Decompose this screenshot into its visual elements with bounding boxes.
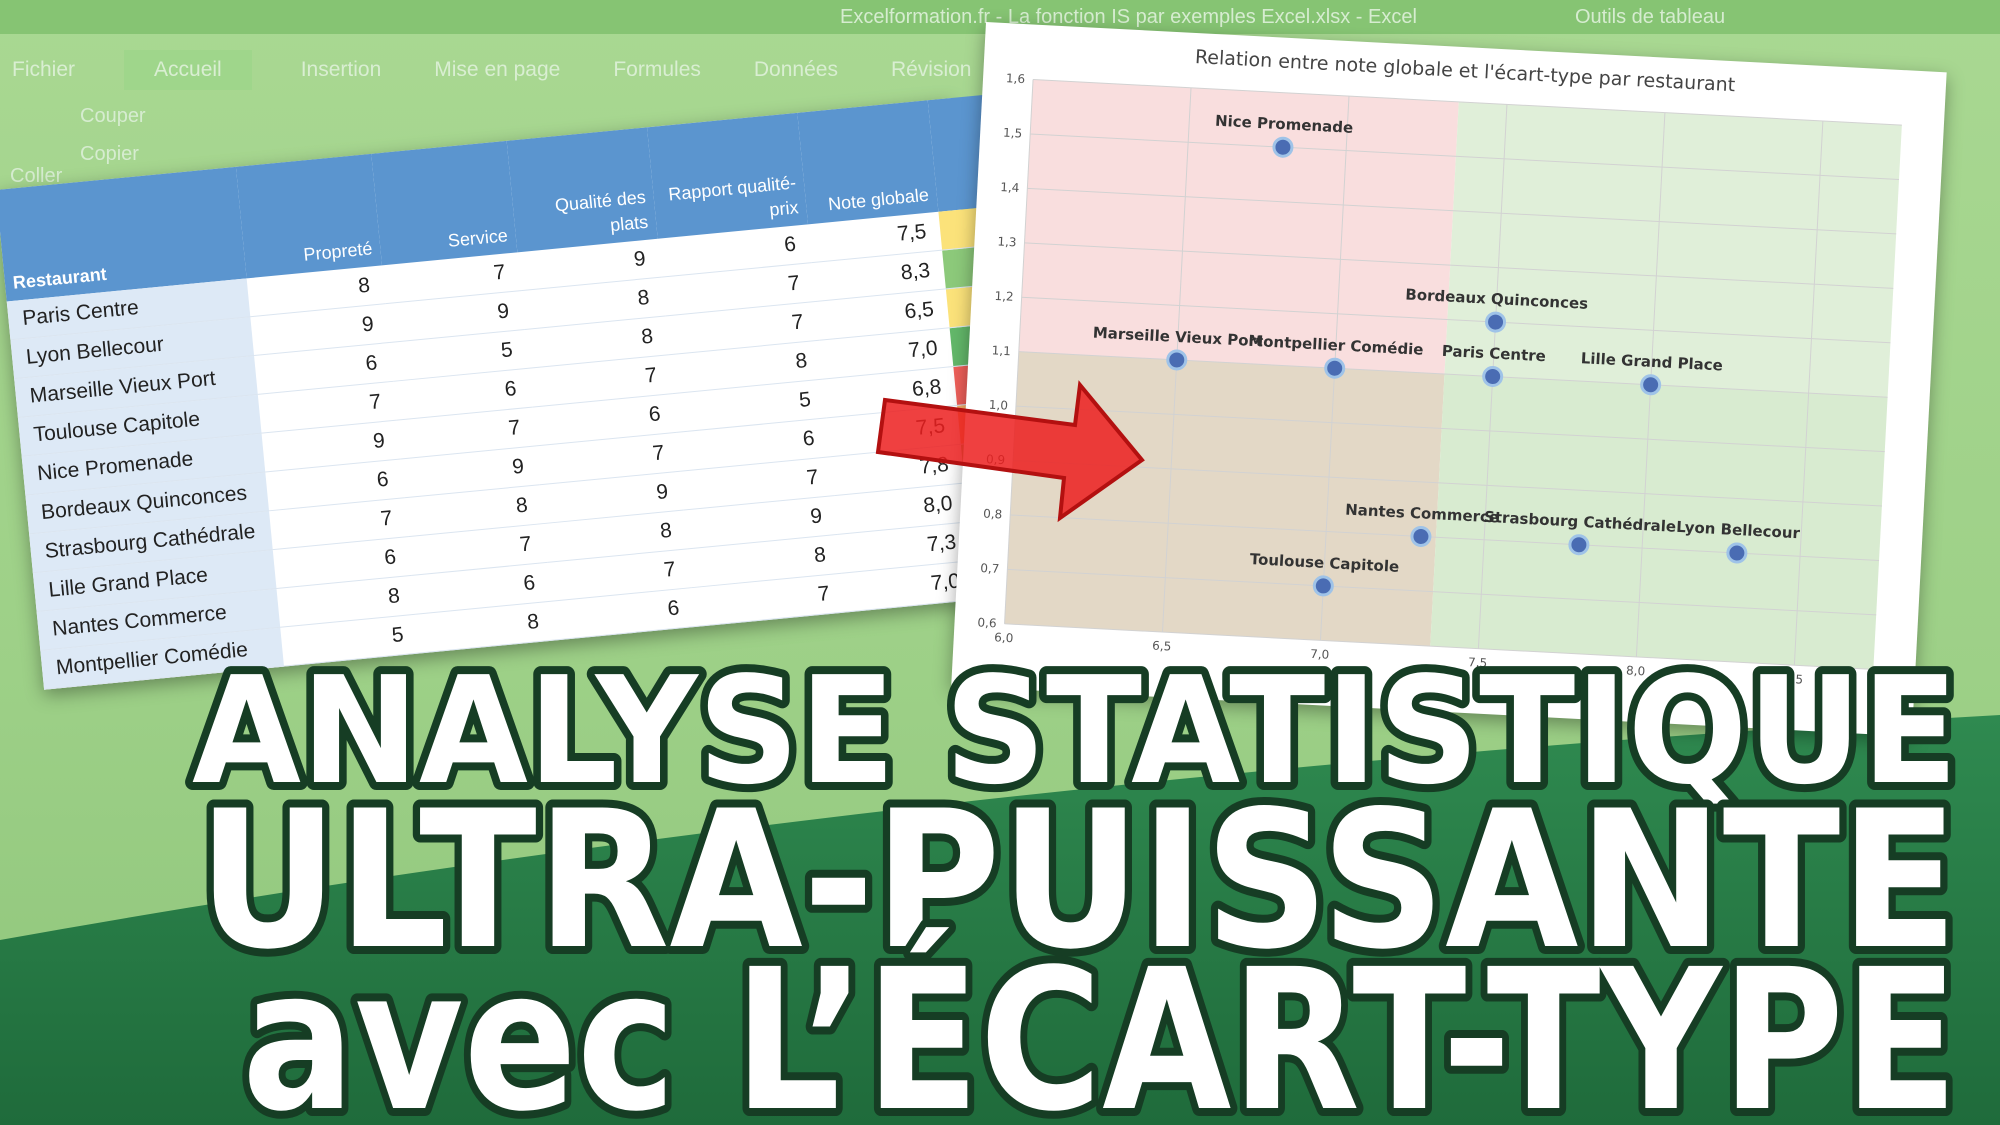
- grid-line: [1024, 242, 1894, 289]
- grid-line: [1021, 296, 1891, 344]
- data-point: [1482, 366, 1504, 388]
- window-title: Excelformation.fr - La fonction IS par e…: [840, 6, 1417, 28]
- grid-line: [1013, 460, 1882, 507]
- point-label: Paris Centre: [1441, 342, 1546, 365]
- y-tick-label: 1,5: [1003, 126, 1023, 141]
- y-tick-label: 0,6: [977, 615, 997, 630]
- x-tick-label: 6,0: [994, 630, 1014, 645]
- x-tick-label: 8,0: [1626, 663, 1646, 678]
- y-tick-label: 0,7: [980, 561, 1000, 576]
- ribbon-tab: Accueil: [124, 50, 252, 90]
- ribbon-tab: Mise en page: [434, 58, 561, 81]
- data-point: [1166, 349, 1188, 371]
- cut: Couper: [80, 105, 146, 127]
- data-point: [1726, 542, 1748, 564]
- grid-line: [1004, 623, 1874, 670]
- y-tick-label: 1,1: [991, 343, 1011, 358]
- ribbon-tab: Fichier: [12, 58, 76, 81]
- data-point: [1640, 374, 1662, 396]
- x-tick-label: 7,0: [1310, 647, 1330, 662]
- copy: Copier: [80, 143, 139, 165]
- y-tick-label: 1,6: [1006, 71, 1026, 86]
- grid-line: [1033, 79, 1902, 126]
- data-point: [1312, 575, 1334, 597]
- ribbon-tab: Formules: [613, 58, 701, 81]
- x-tick-label: 6,5: [1152, 639, 1172, 654]
- headline-line: avec L’ÉCART-TYPE: [242, 927, 1958, 1125]
- scatter-chart: Relation entre note globale et l'écart-t…: [977, 46, 1902, 687]
- grid-line: [1030, 133, 1900, 180]
- y-tick-label: 1,2: [994, 289, 1014, 304]
- grid-line: [1018, 351, 1888, 398]
- data-point: [1272, 136, 1294, 158]
- data-point: [1568, 534, 1590, 556]
- y-tick-label: 1,4: [1000, 180, 1020, 195]
- x-tick-label: 8,5: [1784, 672, 1804, 687]
- quadrant: [1018, 79, 1459, 374]
- y-tick-label: 1,3: [997, 234, 1017, 249]
- x-tick-label: 7,5: [1468, 655, 1488, 670]
- grid-line: [1793, 120, 1824, 666]
- grid-line: [1007, 568, 1877, 616]
- grid-line: [1027, 187, 1897, 235]
- headline-line: ULTRA-PUISSANTE: [198, 770, 1958, 991]
- headline-line: ANALYSE STATISTIQUE: [192, 645, 1958, 817]
- grid-line: [1004, 79, 1034, 624]
- ribbon-tab: Révision: [890, 58, 972, 81]
- paste: Coller: [10, 165, 63, 187]
- tools-label: Outils de tableau: [1575, 6, 1726, 28]
- ribbon-tab: Insertion: [300, 58, 382, 81]
- grid-line: [1015, 405, 1885, 453]
- green-band: [0, 715, 2000, 1125]
- chart-panel: Relation entre note globale et l'écart-t…: [951, 22, 1947, 737]
- quadrant: [1430, 373, 1888, 670]
- ribbon-tab: Données: [753, 58, 838, 81]
- data-point: [1410, 525, 1432, 547]
- quadrant: [1444, 101, 1902, 398]
- data-point: [1324, 357, 1346, 379]
- data-point: [1485, 311, 1507, 333]
